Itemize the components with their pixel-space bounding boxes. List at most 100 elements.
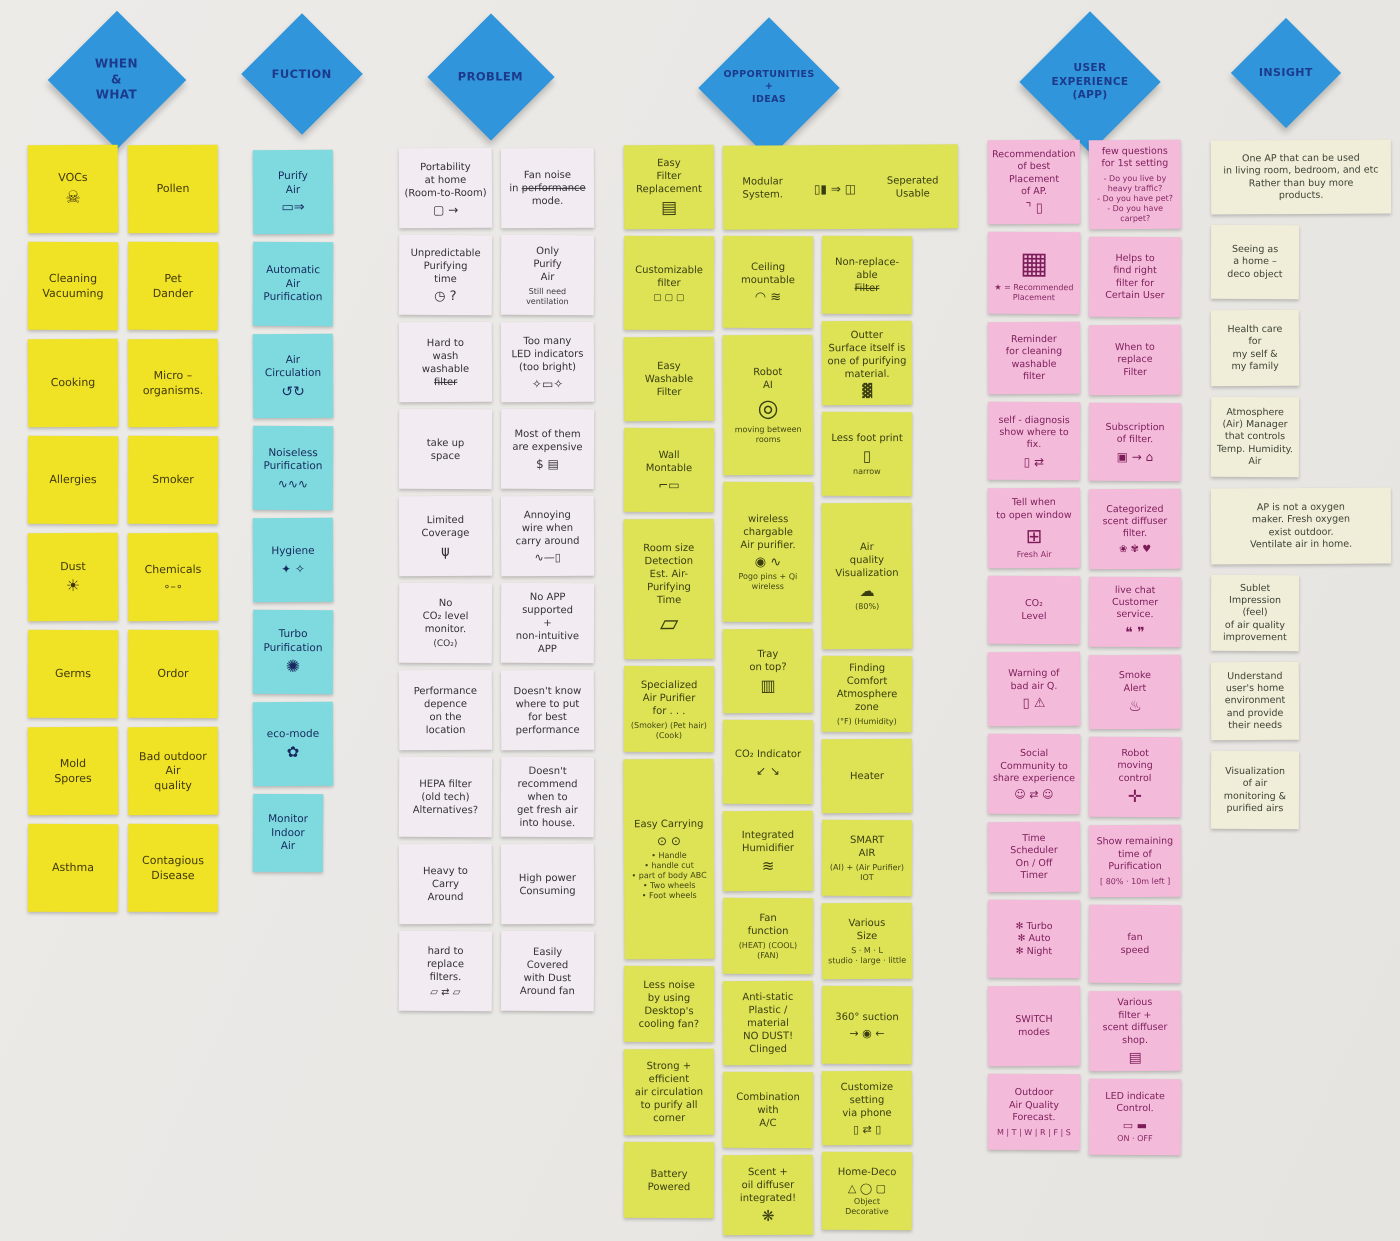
note-subtext: (80%) [855, 602, 880, 612]
note-text: Show remaining time of Purification [1096, 835, 1174, 873]
co2-arrows-icon: ↙ ↘ [755, 763, 780, 778]
sticky-note: Less foot print ▯ narrow [821, 411, 913, 497]
diagnosis-icon: ▯ ⇄ [1023, 454, 1045, 469]
note-text: fan speed [1120, 931, 1150, 956]
floor-plan-icon: ▦ [1019, 246, 1049, 282]
sound-wave-icon: ∿∿∿ [277, 476, 309, 491]
note-subtext: • Handle • handle cut • part of body ABC • … [631, 850, 707, 900]
note-text: Unpredictable Purifying time [410, 247, 481, 286]
sticky-note: Tell when to open window ⊞ Fresh Air [987, 487, 1081, 569]
note-text: eco-mode [266, 727, 320, 740]
note-subtext: Pogo pins + Qi wireless [738, 572, 798, 592]
sticky-note: SMART AIR (AI) + (Air Purifier) IOT [821, 819, 913, 897]
note-text: Various Size [848, 917, 886, 943]
note-text: wireless chargable Air purifier. [740, 513, 796, 551]
note-text: Hygiene [271, 545, 315, 558]
co2-bubbles-icon: (CO₂) [433, 639, 458, 650]
sticky-note: Health care for my self & my family [1210, 309, 1300, 387]
header-label-insight: INSIGHT [1259, 65, 1313, 79]
sticky-note: Outter Surface itself is one of purifying m… [821, 320, 913, 406]
header-label-problem: PROBLEM [458, 69, 524, 84]
sticky-note: Chemicals ∘–∘ [127, 532, 219, 622]
sticky-note: Pet Dander [127, 241, 219, 331]
note-text: Air quality Visualization [835, 541, 899, 579]
note-text: Outter Surface itself is one of purifying m… [827, 329, 907, 380]
wheels-icon: ⊙ ⊙ [656, 834, 681, 849]
qi-charging-icon: ◉ ∿ [754, 554, 782, 570]
note-subcolumn: Easy Filter Replacement ▤ Customizable filter… [623, 144, 715, 1219]
note-subcolumn: VOCs ☠ Cleaning Vacuuming Cooking Allergies Du… [27, 144, 119, 913]
header-diamond-fuction: FUCTION [241, 13, 363, 135]
note-text: hard to replace filters. [427, 945, 465, 983]
header-diamond-insight: INSIGHT [1230, 17, 1342, 129]
note-text: Robot AI [753, 367, 783, 392]
column-user-experience-app: Recommendation of best Placement of AP. ⌝ ▯… [987, 139, 1182, 1155]
note-text: Atmosphere (Air) Manager that controls Temp… [1216, 406, 1294, 468]
column-opportunities-ideas: Easy Filter Replacement ▤ Customizable filter… [623, 144, 959, 1236]
note-text: Mold Spores [54, 757, 92, 785]
note-text: Ceiling mountable [741, 261, 795, 286]
sticky-note: eco-mode ✿ [252, 701, 334, 787]
sticky-note: Too many LED indicators (too bright) ✧▭✧ [500, 321, 595, 403]
note-text: Cleaning Vacuuming [42, 272, 104, 300]
sticky-note: One AP that can be used in living room, b… [1210, 139, 1392, 215]
sticky-note: Non-replace-able Filter [821, 235, 913, 315]
sticky-note: Atmosphere (Air) Manager that controls Temp… [1210, 396, 1300, 478]
note-text: Heavy to Carry Around [422, 865, 468, 904]
sticky-note: Hard to wash washable filter [398, 321, 493, 403]
basket-icon: ▤ [1128, 1049, 1142, 1066]
note-text: CO₂ Level [1021, 598, 1047, 622]
note-text: Time Scheduler On / Off Timer [1010, 832, 1058, 881]
sticky-note: Micro – organisms. [127, 338, 219, 428]
sticky-note: Various filter + scent diffuser shop. ▤ [1088, 990, 1182, 1071]
note-text: Easy Carrying [634, 818, 704, 831]
skull-icon: ☠ [65, 187, 81, 208]
sticky-note: Ordor [127, 629, 219, 719]
sticky-note: Cleaning Vacuuming [27, 241, 119, 331]
note-text: Anti-static Plastic / material NO DUST! Cli… [742, 991, 794, 1056]
note-text: Annoying wire when carry around [515, 510, 580, 548]
note-text: Wall Montable [645, 450, 693, 475]
note-text: Less noise by using Desktop's cooling fan? [638, 979, 700, 1030]
sticky-note: Integrated Humidifier ≋ [722, 810, 814, 892]
sticky-note: Fan function (HEAT) (COOL) (FAN) [722, 897, 814, 975]
note-subcolumn: Modular System. ▯▮ ⇒ ◫ Seperated Usable Ceili… [722, 144, 959, 1236]
note-text: Air Circulation [264, 353, 322, 380]
note-text: Micro – organisms. [142, 369, 204, 397]
note-text: Portability at home (Room-to-Room) [404, 161, 487, 199]
sticky-note: self - diagnosis show where to fix. ▯ ⇄ [987, 401, 1081, 481]
column-fuction: Purify Air ▭⇒ Automatic Air Purification Air C… [252, 149, 334, 873]
note-text: Home-Deco [837, 1166, 897, 1178]
note-text: Hard to wash washable filter [421, 337, 470, 388]
sticky-note: Smoke Alert ♨ [1088, 654, 1182, 729]
sticky-note: SWITCH modes [987, 985, 1081, 1067]
sticky-note: High power Consuming [500, 843, 595, 925]
note-text: Scent + oil diffuser integrated! [739, 1167, 797, 1205]
note-text: Non-replace-able Filter [834, 256, 900, 295]
dpad-icon: ✛ [1127, 786, 1143, 807]
note-text: Fan noise in performance mode. [509, 169, 586, 208]
phone-warning-icon: ▯ ⚠ [1022, 695, 1046, 712]
note-text: Social Community to share experience [992, 748, 1076, 785]
note-subcolumn: Fan noise in performance mode. Only Purify Ai… [500, 147, 595, 1012]
sticky-note: CO₂ Indicator ↙ ↘ [722, 719, 814, 805]
header-diamond-opportunities-ideas: OPPORTUNITIES + IDEAS [698, 17, 840, 159]
sticky-note: Asthma [27, 823, 119, 913]
note-text: self - diagnosis show where to fix. [998, 414, 1070, 451]
note-subtext: Still need ventilation [526, 286, 569, 306]
sticky-note: Categorized scent diffuser filter. ❀ ✾ ♥ [1088, 488, 1182, 569]
sticky-note: Monitor Indoor Air [252, 793, 324, 873]
note-text: Categorized scent diffuser filter. [1102, 503, 1168, 540]
sticky-note: Customize setting via phone ▯ ⇄ ▯ [821, 1070, 913, 1146]
sticky-note: Robot moving control ✛ [1088, 736, 1182, 817]
note-text: Integrated Humidifier [741, 829, 795, 854]
column-when-what: VOCs ☠ Cleaning Vacuuming Cooking Allergies Du… [27, 144, 219, 913]
note-text: Monitor Indoor Air [268, 812, 309, 853]
note-text: SWITCH modes [1015, 1014, 1053, 1038]
filter-modules-icon: ▢ ▢ ▢ [653, 292, 685, 303]
sticky-note: AP is not a oxygen maker. Fresh oxygen exi… [1210, 487, 1392, 565]
sticky-note: Tray on top? ▥ [722, 628, 814, 714]
note-text: Seperated Usable [886, 174, 939, 200]
corner-room-icon: ⌝ ▯ [1025, 201, 1043, 217]
